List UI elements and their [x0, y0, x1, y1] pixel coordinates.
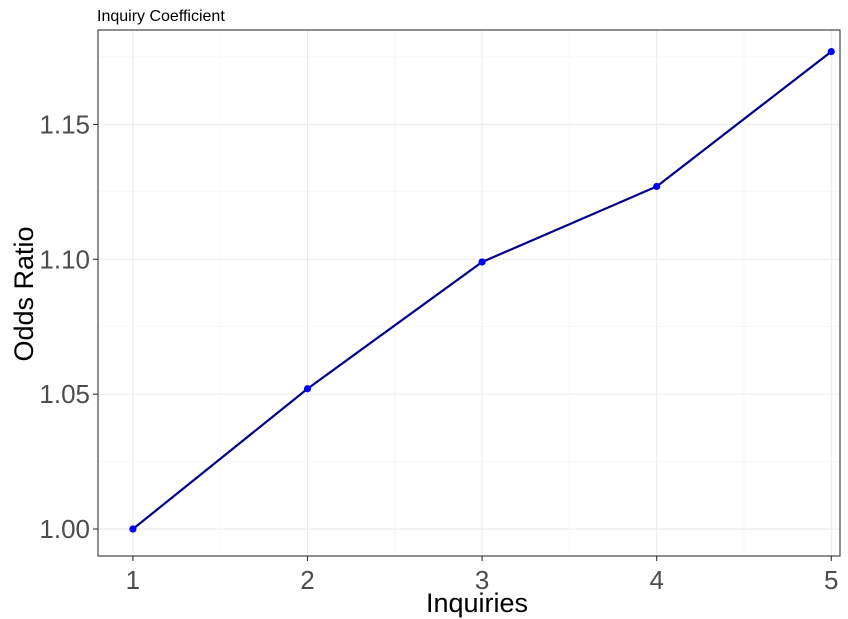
- y-tick-labels: 1.00 1.05 1.10 1.15: [39, 109, 90, 544]
- data-point: [478, 258, 486, 266]
- y-tick-label: 1.15: [39, 109, 90, 139]
- gridlines: [98, 30, 840, 556]
- y-tick-label: 1.05: [39, 379, 90, 409]
- data-point: [303, 385, 312, 393]
- panel-border: [97, 29, 841, 557]
- data-point: [827, 47, 835, 56]
- y-tick-label: 1.10: [39, 244, 90, 274]
- x-tick-label: 4: [649, 565, 663, 595]
- x-tick-label: 1: [126, 565, 140, 595]
- x-tick-label: 3: [475, 565, 489, 595]
- y-tick-label: 1.00: [39, 514, 90, 544]
- y-axis-title: Odds Ratio: [9, 226, 39, 361]
- x-tick-label: 5: [824, 565, 838, 595]
- axis-ticks: [93, 123, 832, 561]
- x-tick-label: 2: [300, 565, 314, 595]
- data-point: [653, 182, 661, 191]
- series-layer: [129, 47, 835, 533]
- data-point: [129, 525, 137, 533]
- x-axis-title: Inquiries: [426, 588, 528, 618]
- x-tick-labels: 1 2 3 4 5: [126, 565, 839, 595]
- chart-title: Inquiry Coefficient: [97, 8, 225, 25]
